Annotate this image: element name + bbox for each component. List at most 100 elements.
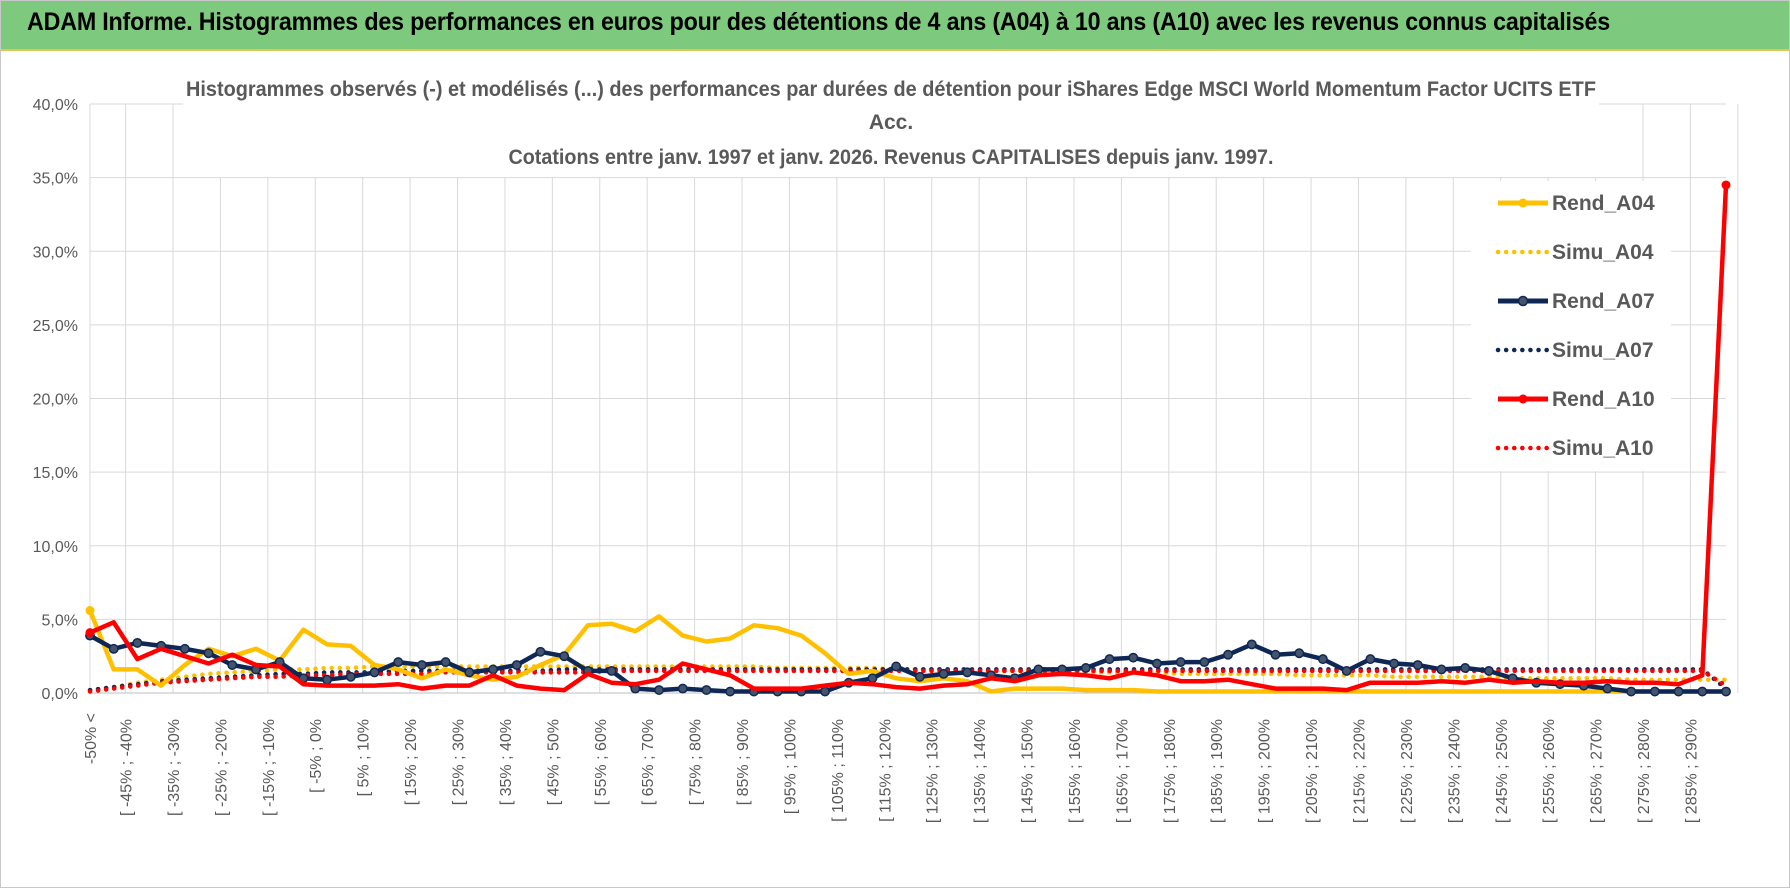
legend-label: Rend_A07 [1552, 290, 1655, 313]
point-Rend_A07 [1460, 663, 1471, 673]
x-tick-label: [ 145% ; 150% [1020, 719, 1037, 823]
point-Rend_A07 [1673, 686, 1684, 697]
point-Rend_A07 [1483, 665, 1494, 676]
point-Rend_A07 [820, 686, 830, 697]
point-Rend_A07 [1080, 663, 1091, 673]
x-tick-label: [ 255% ; 260% [1541, 719, 1558, 823]
point-Rend_A07 [393, 657, 404, 668]
point-Rend_A07 [701, 685, 712, 696]
x-tick-label: [ 65% ; 70% [640, 719, 657, 805]
point-Rend_A10 [1721, 180, 1731, 190]
point-Rend_A07 [1152, 658, 1162, 669]
x-tick-label: [ 155% ; 160% [1067, 719, 1084, 823]
x-tick-label: [ 45% ; 50% [545, 719, 562, 805]
header-banner: ADAM Informe. Histogrammes des performan… [1, 1, 1789, 51]
point-Rend_A07 [1436, 664, 1447, 675]
legend-marker [1518, 394, 1528, 404]
legend: Rend_A04 Simu_A04 Rend_A07 Simu_A07 Rend_A10… [1471, 181, 1671, 471]
legend-box [1471, 181, 1671, 471]
line-Rend_A10 [89, 184, 1729, 693]
point-Rend_A07 [1317, 654, 1328, 665]
point-Rend_A10 [85, 628, 95, 638]
x-tick-label: [ 25% ; 30% [451, 719, 468, 805]
legend-label: Simu_A10 [1552, 437, 1654, 460]
point-Rend_A07 [1626, 686, 1637, 697]
series-Rend_A10 [85, 180, 1731, 693]
chart-title-line-1: Histogrammes observés (-) et modélisés (… [186, 78, 1596, 101]
x-tick-label: [ 275% ; 280% [1636, 719, 1653, 823]
point-Rend_A07 [725, 686, 736, 697]
x-tick-label: [ -25% ; -20% [213, 719, 230, 816]
x-tick-label: [ -45% ; -40% [119, 719, 136, 816]
point-Rend_A07 [1649, 686, 1660, 697]
x-tick-label: [ 5% ; 10% [356, 719, 373, 796]
x-tick-label: [ 115% ; 120% [877, 719, 894, 822]
chart-title-line-2: Acc. [869, 111, 913, 134]
x-tick-label: [ 195% ; 200% [1257, 719, 1274, 823]
x-tick-label: [ 265% ; 270% [1589, 719, 1606, 823]
x-tick-label: [ 175% ; 180% [1162, 719, 1179, 823]
point-Rend_A07 [1602, 683, 1613, 694]
point-Rend_A07 [677, 683, 688, 694]
x-tick-label: [ 205% ; 210% [1304, 719, 1321, 823]
y-tick-label: 35,0% [33, 171, 78, 188]
x-tick-label: [ 185% ; 190% [1209, 719, 1226, 823]
line-Rend_A07 [88, 633, 1726, 694]
point-Rend_A07 [108, 643, 119, 654]
point-Rend_A07 [1199, 657, 1210, 668]
y-tick-label: 0,0% [42, 686, 78, 703]
point-Rend_A07 [559, 651, 570, 662]
legend-label: Rend_A04 [1552, 192, 1655, 215]
x-tick-label: [ -5% ; 0% [308, 719, 325, 793]
x-axis-ticks: -50% < [ -45% ; -40% [ -35% ; -30% [ -25% ;… [83, 713, 1700, 823]
point-Rend_A07 [1246, 639, 1257, 650]
x-tick-label: [ 165% ; 170% [1114, 719, 1131, 823]
y-tick-label: 30,0% [33, 244, 78, 261]
point-Rend_A07 [654, 685, 664, 696]
point-Rend_A07 [345, 671, 356, 682]
x-tick-label: [ 95% ; 100% [782, 719, 799, 814]
y-tick-label: 15,0% [33, 465, 78, 482]
x-tick-label: [ 85% ; 90% [735, 719, 752, 805]
banner-title: ADAM Informe. Histogrammes des performan… [27, 8, 1611, 36]
point-Rend_A07 [511, 660, 522, 670]
point-Rend_A07 [1365, 654, 1376, 665]
point-Rend_A07 [867, 673, 878, 684]
x-tick-label: [ -15% ; -10% [261, 719, 278, 816]
point-Rend_A07 [1294, 648, 1305, 659]
y-tick-label: 40,0% [33, 97, 78, 114]
point-Rend_A07 [1341, 665, 1352, 676]
point-Rend_A07 [179, 643, 190, 654]
chart-title-box: Histogrammes observés (-) et modélisés (… [183, 69, 1599, 177]
point-Rend_A07 [1697, 686, 1708, 697]
point-Rend_A07 [1223, 649, 1234, 660]
x-tick-label: [ 245% ; 250% [1494, 719, 1511, 823]
point-Rend_A07 [891, 661, 902, 672]
point-Rend_A07 [416, 660, 427, 670]
y-tick-label: 5,0% [42, 612, 78, 629]
legend-label: Rend_A10 [1552, 388, 1655, 411]
y-tick-label: 20,0% [33, 392, 78, 409]
point-Rend_A07 [1270, 649, 1281, 660]
x-tick-label: [ -35% ; -30% [166, 719, 183, 816]
point-Rend_A07 [488, 664, 499, 675]
legend-label: Simu_A07 [1552, 339, 1654, 362]
point-Rend_A07 [322, 674, 333, 685]
x-tick-label: [ 55% ; 60% [593, 719, 610, 805]
point-Rend_A07 [1033, 664, 1044, 675]
legend-marker [1518, 198, 1528, 208]
point-Rend_A04 [85, 606, 95, 616]
point-Rend_A07 [914, 671, 925, 682]
y-tick-label: 25,0% [33, 318, 78, 335]
point-Rend_A07 [132, 637, 143, 648]
chart-title-line-3: Cotations entre janv. 1997 et janv. 2026… [509, 146, 1274, 169]
point-Rend_A07 [440, 657, 451, 668]
x-tick-label: [ 285% ; 290% [1683, 719, 1700, 823]
point-Rend_A07 [1128, 652, 1139, 663]
x-tick-label: [ 135% ; 140% [972, 719, 989, 823]
x-tick-label: [ 105% ; 110% [830, 719, 847, 822]
point-Rend_A07 [464, 667, 475, 678]
point-Rend_A07 [1104, 654, 1115, 665]
